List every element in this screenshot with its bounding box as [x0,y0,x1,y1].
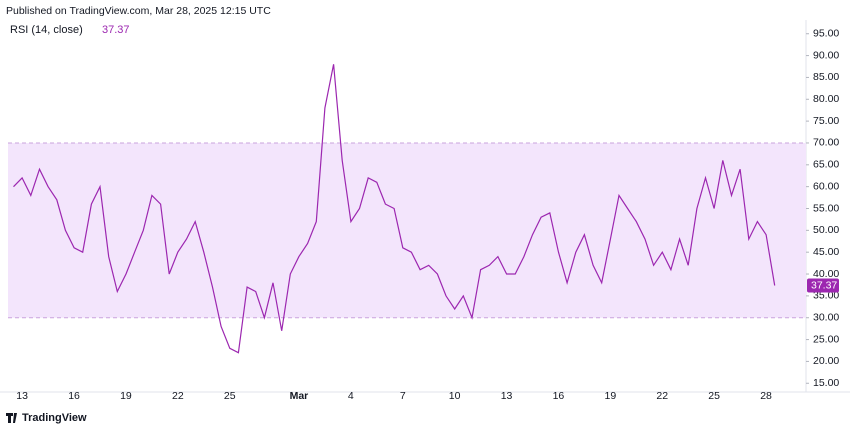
y-tick-label: 75.00 [813,115,839,127]
x-tick-label: Mar [290,390,309,402]
y-tick-label: 85.00 [813,71,839,83]
indicator-title: RSI (14, close) [10,24,83,36]
band [8,142,806,318]
y-tick-label: 80.00 [813,93,839,105]
y-tick-label: 55.00 [813,202,839,214]
y-tick-label: 15.00 [813,377,839,389]
y-tick-label: 65.00 [813,159,839,171]
x-tick-label: 13 [501,390,513,402]
x-tick-label: 7 [400,390,406,402]
y-tick-label: 35.00 [813,290,839,302]
last-value-tag [807,278,839,293]
x-tick-label: 16 [553,390,565,402]
published-note: Published on TradingView.com, Mar 28, 20… [6,5,271,17]
x-tick-label: 10 [449,390,461,402]
x-tick-label: 19 [605,390,617,402]
y-tick-label: 95.00 [813,28,839,40]
y-tick-label: 90.00 [813,49,839,61]
x-tick-label: 25 [708,390,720,402]
x-tick-label: 13 [16,390,28,402]
x-tick-label: 16 [68,390,80,402]
x-tick-label: 19 [120,390,132,402]
y-tick-label: 70.00 [813,137,839,149]
x-tick-label: 22 [172,390,184,402]
brand: TradingView [22,412,87,424]
last-value-label: 37.37 [811,279,837,291]
y-tick-label: 60.00 [813,180,839,192]
x-tick-label: 25 [224,390,236,402]
y-tick-label: 30.00 [813,312,839,324]
indicator-value: 37.37 [102,24,130,36]
y-tick-label: 45.00 [813,246,839,258]
logo [6,413,17,423]
x-tick-label: 28 [760,390,772,402]
rsi-line [13,64,776,354]
y-tick-label: 40.00 [813,268,839,280]
x-tick-label: 22 [656,390,668,402]
y-tick-label: 25.00 [813,333,839,345]
y-tick-label: 20.00 [813,355,839,367]
y-tick-label: 50.00 [813,224,839,236]
x-tick-label: 4 [348,390,354,402]
